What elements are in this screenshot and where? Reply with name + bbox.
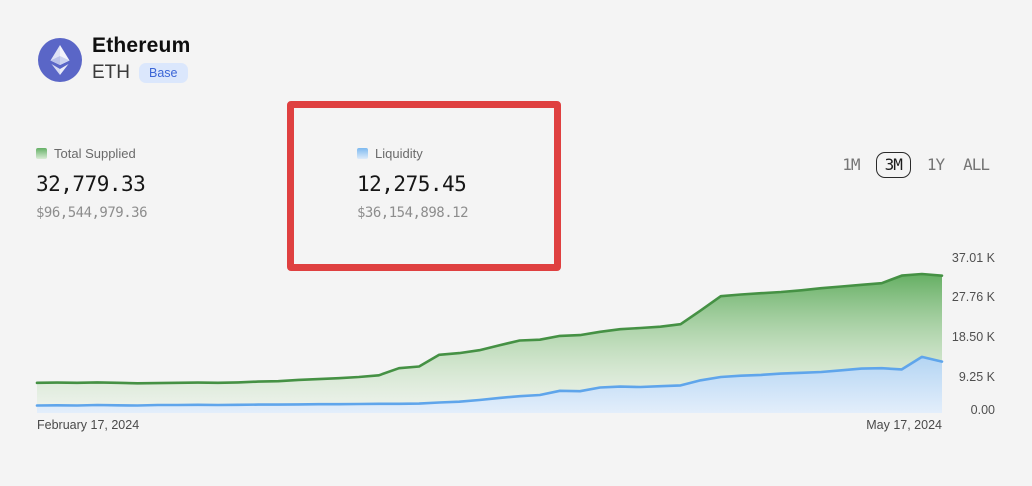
total-supplied-legend-swatch-icon xyxy=(36,148,47,159)
liquidity-legend-swatch-icon xyxy=(357,148,368,159)
stat-liquidity: Liquidity 12,275.45 $36,154,898.12 xyxy=(357,146,637,221)
y-axis-tick: 18.50 K xyxy=(951,330,995,344)
ethereum-logo-icon xyxy=(38,38,82,82)
supplied-line xyxy=(35,272,944,385)
liquidity-line xyxy=(35,355,944,407)
stat-usd-value: $96,544,979.36 xyxy=(36,205,148,221)
asset-symbol: ETH xyxy=(92,62,130,83)
stat-label: Liquidity xyxy=(375,146,423,161)
time-range-1m-button[interactable]: 1M xyxy=(842,155,860,174)
stat-label: Total Supplied xyxy=(54,146,136,161)
y-axis-tick: 37.01 K xyxy=(951,251,995,265)
x-axis-end-date: May 17, 2024 xyxy=(866,418,942,432)
page-title: Ethereum xyxy=(92,34,191,57)
time-range-1y-button[interactable]: 1Y xyxy=(926,155,945,174)
y-axis-tick: 0.00 xyxy=(970,403,995,417)
area-chart-plot xyxy=(35,272,944,413)
time-range-selector: 1M 3M 1Y ALL xyxy=(839,152,992,178)
y-axis-tick: 27.76 K xyxy=(951,290,995,304)
network-badge: Base xyxy=(139,62,188,84)
stat-value: 32,779.33 xyxy=(36,172,146,196)
stat-usd-value: $36,154,898.12 xyxy=(357,205,469,221)
liquidity-area xyxy=(37,356,942,413)
stat-value: 12,275.45 xyxy=(357,172,467,196)
stat-total-supplied: Total Supplied 32,779.33 $96,544,979.36 xyxy=(36,146,316,221)
time-range-3m-button[interactable]: 3M xyxy=(875,152,911,178)
y-axis-tick: 9.25 K xyxy=(958,370,995,384)
supply-liquidity-chart[interactable]: 37.01 K 27.76 K 18.50 K 9.25 K 0.00 Febr… xyxy=(0,250,1032,486)
x-axis-start-date: February 17, 2024 xyxy=(37,418,140,432)
time-range-all-button[interactable]: ALL xyxy=(963,155,990,174)
